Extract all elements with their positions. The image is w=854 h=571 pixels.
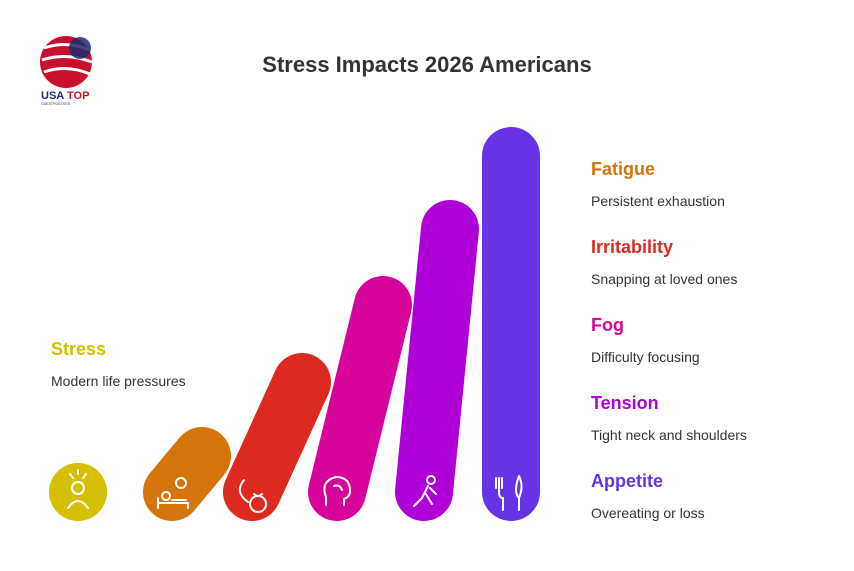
item-list: Fatigue Persistent exhaustion Irritabili… [591, 159, 747, 521]
item-label: Stress [51, 339, 106, 359]
item-label: Tension [591, 393, 659, 413]
bar [223, 353, 331, 521]
item-label: Fog [591, 315, 624, 335]
title: Stress Impacts 2026 Americans [262, 52, 591, 77]
logo-tagline: GUESTPOSTSITE [41, 102, 71, 106]
logo-dots [69, 37, 91, 59]
item-description: Difficulty focusing [591, 349, 700, 365]
item-description: Tight neck and shoulders [591, 427, 747, 443]
item-label: Irritability [591, 237, 673, 257]
item-label: Appetite [591, 471, 663, 491]
stress-circle [49, 463, 107, 521]
logo-word: USA [41, 90, 64, 102]
item-description: Snapping at loved ones [591, 271, 737, 287]
logo-word: TOP [67, 90, 89, 102]
bar [395, 200, 479, 521]
item-description: Overeating or loss [591, 505, 705, 521]
logo: USA TOP GUESTPOSTSITE [40, 36, 93, 106]
icons [67, 469, 523, 513]
bar [308, 276, 412, 521]
item-label: Fatigue [591, 159, 655, 179]
item-description: Persistent exhaustion [591, 193, 725, 209]
item-description: Modern life pressures [51, 373, 186, 389]
bars [49, 127, 540, 521]
